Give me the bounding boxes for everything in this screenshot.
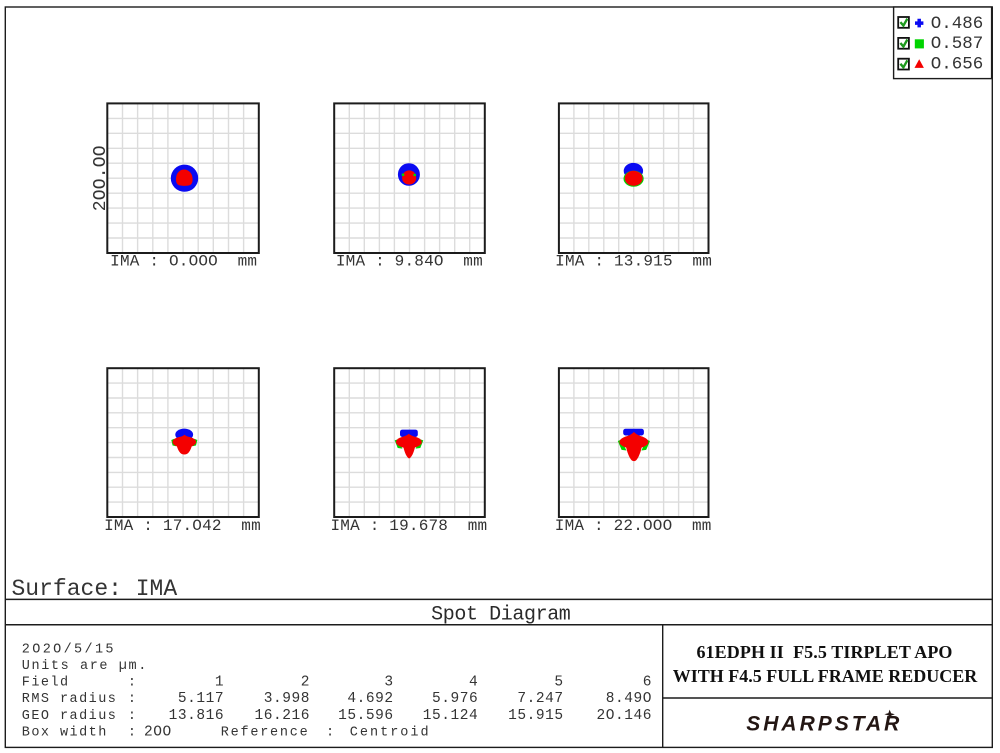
svg-text:15.915: 15.915 xyxy=(508,708,564,724)
svg-text:Reference: Reference xyxy=(221,726,310,741)
svg-text:O.587: O.587 xyxy=(931,34,984,54)
svg-text:IMA : 13.915 mm: IMA : 13.915 mm xyxy=(555,252,712,270)
svg-text:15.124: 15.124 xyxy=(423,708,479,724)
svg-text:5: 5 xyxy=(554,675,563,691)
svg-text:4: 4 xyxy=(469,675,478,691)
svg-text:IMA : 22.OOO mm: IMA : 22.OOO mm xyxy=(555,517,712,535)
svg-text:13.816: 13.816 xyxy=(169,708,225,724)
svg-text:WITH F4.5 FULL FRAME REDUCER: WITH F4.5 FULL FRAME REDUCER xyxy=(673,666,979,686)
svg-text::: : xyxy=(326,726,334,741)
svg-text:RMS radius: RMS radius xyxy=(22,692,118,707)
svg-text:7.247: 7.247 xyxy=(517,691,563,707)
svg-text::: : xyxy=(128,676,136,691)
svg-text::: : xyxy=(128,692,136,707)
svg-text:5.976: 5.976 xyxy=(432,691,478,707)
svg-text:O.656: O.656 xyxy=(931,55,984,75)
svg-text:IMA : 17.O42 mm: IMA : 17.O42 mm xyxy=(104,517,261,535)
svg-text:16.216: 16.216 xyxy=(254,708,310,724)
svg-text:IMA : 19.678 mm: IMA : 19.678 mm xyxy=(330,517,487,535)
svg-text:2O2O/5/15: 2O2O/5/15 xyxy=(22,642,116,657)
svg-text:GEO radius: GEO radius xyxy=(22,709,118,724)
svg-text:2O.146: 2O.146 xyxy=(596,708,652,724)
svg-text:61EDPH II F5.5 TIRPLET APO: 61EDPH II F5.5 TIRPLET APO xyxy=(696,642,952,662)
svg-text:Spot Diagram: Spot Diagram xyxy=(431,603,570,626)
svg-text:2OO.OO: 2OO.OO xyxy=(91,145,111,211)
svg-text:2: 2 xyxy=(301,675,310,691)
svg-text:IMA : 9.84O mm: IMA : 9.84O mm xyxy=(336,252,483,270)
svg-text:4.692: 4.692 xyxy=(347,691,393,707)
svg-text:8.49O: 8.49O xyxy=(606,691,652,707)
svg-text:Field: Field xyxy=(22,676,70,691)
svg-text:SHARPSTAR: SHARPSTAR xyxy=(746,713,902,736)
svg-text:IMA : O.OOO mm: IMA : O.OOO mm xyxy=(110,252,257,270)
svg-text:Surface: IMA: Surface: IMA xyxy=(12,576,178,602)
svg-text:15.596: 15.596 xyxy=(338,708,394,724)
svg-text:3: 3 xyxy=(384,675,393,691)
svg-text:Box width: Box width xyxy=(22,726,108,741)
svg-text::: : xyxy=(128,726,136,741)
svg-text:6: 6 xyxy=(643,675,652,691)
svg-text:3.998: 3.998 xyxy=(264,691,310,707)
svg-text:1: 1 xyxy=(215,675,224,691)
svg-text::: : xyxy=(128,709,136,724)
svg-text:5.117: 5.117 xyxy=(178,691,224,707)
svg-text:2OO: 2OO xyxy=(144,725,172,741)
svg-text:O.486: O.486 xyxy=(931,14,984,34)
svg-text:Centroid: Centroid xyxy=(350,726,431,741)
svg-text:Units are µm.: Units are µm. xyxy=(22,659,148,674)
